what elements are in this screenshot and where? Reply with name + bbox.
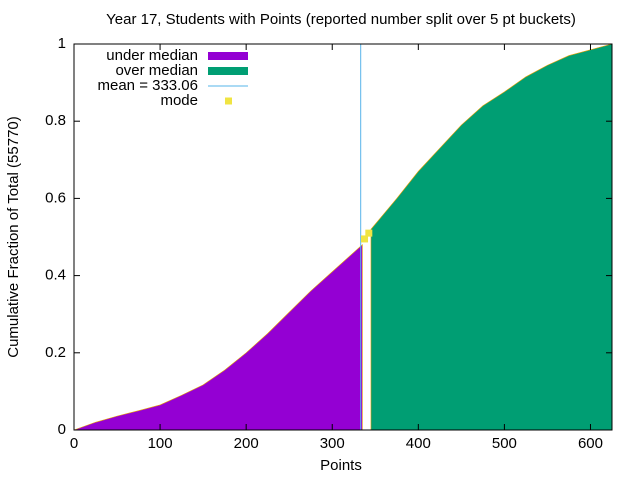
legend-label: mode xyxy=(160,92,198,109)
legend-swatch xyxy=(208,52,248,60)
legend-swatch xyxy=(225,97,232,105)
x-tick-label: 300 xyxy=(320,435,345,452)
chart-title: Year 17, Students with Points (reported … xyxy=(106,11,576,28)
x-tick-label: 400 xyxy=(406,435,431,452)
y-axis-label: Cumulative Fraction of Total (55770) xyxy=(5,116,22,358)
legend-swatch xyxy=(208,67,248,75)
legend-label: under median xyxy=(106,47,198,64)
y-tick-label: 0 xyxy=(58,421,66,438)
x-tick-label: 100 xyxy=(148,435,173,452)
y-tick-label: 0.2 xyxy=(45,344,66,361)
y-tick-label: 0.4 xyxy=(45,267,66,284)
x-tick-label: 600 xyxy=(578,435,603,452)
mode-point xyxy=(361,235,369,243)
x-tick-label: 200 xyxy=(234,435,259,452)
y-tick-label: 0.8 xyxy=(45,112,66,129)
x-axis-label: Points xyxy=(320,457,362,474)
mode-point xyxy=(365,229,373,237)
legend-label: over median xyxy=(115,62,198,79)
x-tick-label: 0 xyxy=(70,435,78,452)
y-tick-label: 1 xyxy=(58,35,66,52)
legend-label: mean = 333.06 xyxy=(98,77,199,94)
area xyxy=(370,43,613,431)
y-tick-label: 0.6 xyxy=(45,189,66,206)
area xyxy=(73,244,363,431)
x-tick-label: 500 xyxy=(492,435,517,452)
plot-frame xyxy=(73,43,613,431)
